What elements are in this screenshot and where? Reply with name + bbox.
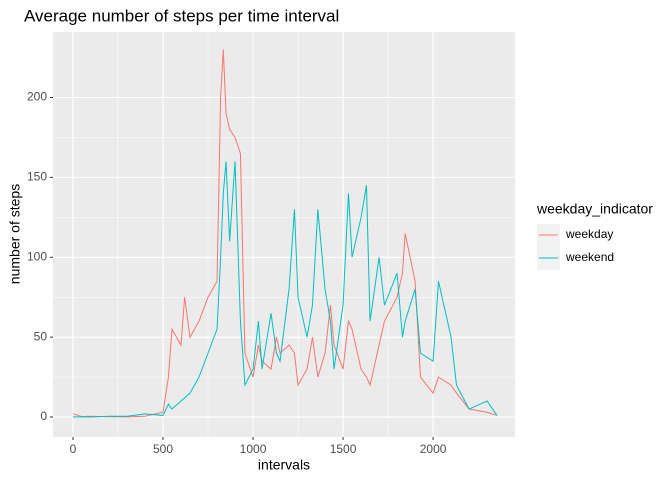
legend-label: weekday	[565, 227, 613, 241]
legend-title: weekday_indicator	[536, 201, 653, 217]
y-tick-label: 200	[27, 90, 47, 104]
x-axis-title: intervals	[258, 457, 310, 473]
y-tick-label: 50	[34, 329, 48, 343]
y-tick-label: 150	[27, 170, 47, 184]
chart-title: Average number of steps per time interva…	[24, 6, 339, 25]
legend-label: weekend	[565, 250, 614, 264]
x-tick-label: 1000	[240, 442, 267, 456]
plot-panel	[53, 32, 515, 437]
line	[72, 49, 498, 418]
x-tick-label: 2000	[420, 442, 447, 456]
x-tick-label: 500	[153, 442, 173, 456]
y-tick-label: 100	[27, 249, 47, 263]
x-tick-label: 0	[70, 442, 77, 456]
line	[72, 161, 498, 418]
x-tick-label: 1500	[330, 442, 357, 456]
y-tick-label: 0	[40, 409, 47, 423]
y-axis-title: number of steps	[7, 184, 23, 284]
